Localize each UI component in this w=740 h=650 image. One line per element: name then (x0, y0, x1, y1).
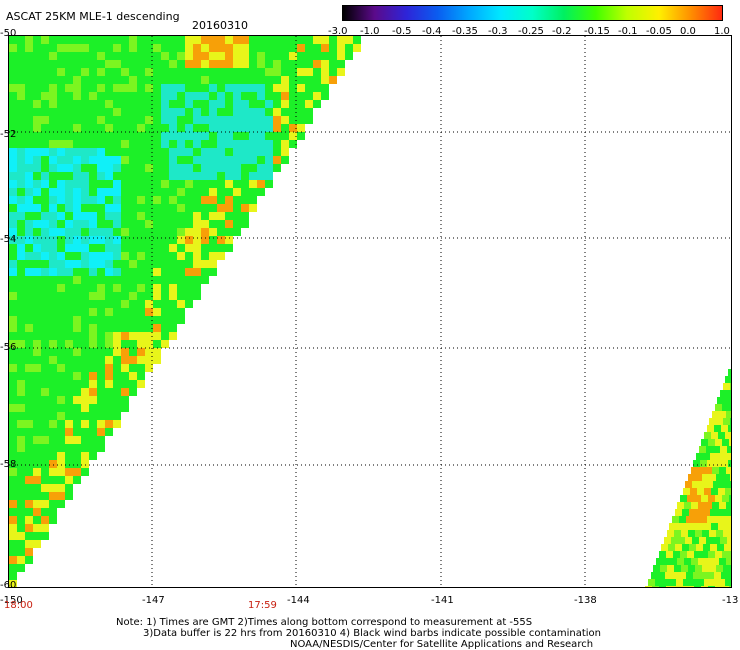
lon-label: -144 (287, 595, 310, 606)
lon-label: -138 (574, 595, 597, 606)
lat-label: -54 (0, 234, 17, 245)
product-title: ASCAT 25KM MLE-1 descending (6, 10, 180, 23)
colorbar-tick: -3.0 (328, 26, 348, 37)
note-line-3: NOAA/NESDIS/Center for Satellite Applica… (290, 639, 594, 650)
time-label: 18:00 (4, 600, 33, 611)
colorbar-ticks: -3.0 -1.0 -0.5 -0.4 -0.35 -0.3 -0.25 -0.… (328, 26, 730, 38)
swath-east (645, 369, 731, 587)
lon-label: -141 (431, 595, 454, 606)
colorbar-tick: -0.1 (618, 26, 638, 37)
colorbar-tick: -0.35 (452, 26, 478, 37)
colorbar (342, 5, 723, 21)
map-plot-area (8, 35, 732, 588)
swath-west (9, 36, 361, 587)
colorbar-tick: -0.25 (518, 26, 544, 37)
lat-label: -60 (0, 580, 17, 591)
lat-label: -56 (0, 342, 17, 353)
lon-label: -150 (0, 595, 23, 606)
note-line-2: 3)Data buffer is 22 hrs from 20160310 4)… (143, 628, 601, 639)
lat-label: -58 (0, 459, 17, 470)
colorbar-tick: 0.0 (680, 26, 696, 37)
colorbar-gradient (343, 6, 722, 20)
colorbar-tick: -0.5 (392, 26, 412, 37)
time-label: 17:59 (248, 600, 277, 611)
colorbar-tick: -0.3 (488, 26, 508, 37)
lat-label: -50 (0, 28, 17, 39)
colorbar-tick: -0.2 (552, 26, 572, 37)
lat-label: -52 (0, 129, 17, 140)
colorbar-tick: -1.0 (360, 26, 380, 37)
lon-label: -13 (722, 595, 739, 606)
graticule (9, 36, 731, 587)
date-label: 20160310 (192, 19, 248, 32)
note-line-1: Note: 1) Times are GMT 2)Times along bot… (116, 617, 533, 628)
colorbar-tick: -0.15 (584, 26, 610, 37)
colorbar-tick: -0.4 (422, 26, 442, 37)
lon-label: -147 (142, 595, 165, 606)
colorbar-tick: -0.05 (646, 26, 672, 37)
colorbar-tick: 1.0 (714, 26, 730, 37)
